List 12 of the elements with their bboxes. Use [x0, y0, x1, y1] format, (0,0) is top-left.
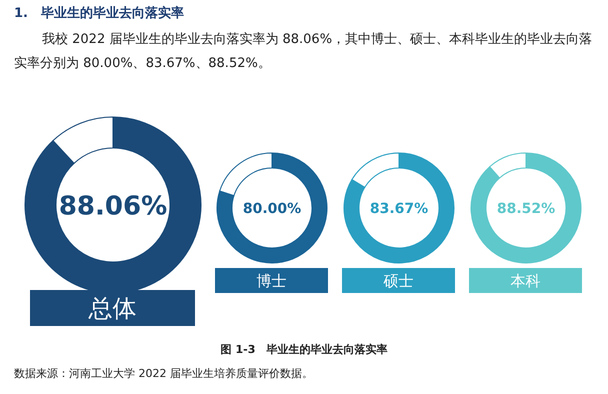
data-label: 83.67%: [370, 201, 428, 218]
text: 本科: [510, 272, 540, 290]
data-label: 80.00%: [242, 201, 302, 218]
text: 博士: [256, 272, 286, 290]
text: 硕士: [382, 272, 414, 290]
chart-title: 1. 毕业生的毕业去向落实率: [14, 4, 184, 22]
text: 我校 2022 届毕业生的毕业去向落实率为 88.06%，其中博士、硕士、本科毕业生的毕业去向落实率分别为 80.00%、83.67%、88.52%。: [14, 31, 594, 73]
caption: 图 1-3 毕业生的毕业去向落实率: [220, 342, 388, 357]
text: 总体: [88, 294, 136, 323]
data-label: 88.52%: [496, 201, 556, 218]
source-note: 数据来源：河南工业大学 2022 届毕业生培养质量评价数据。: [14, 366, 313, 381]
data-label: 88.06%: [58, 191, 168, 222]
